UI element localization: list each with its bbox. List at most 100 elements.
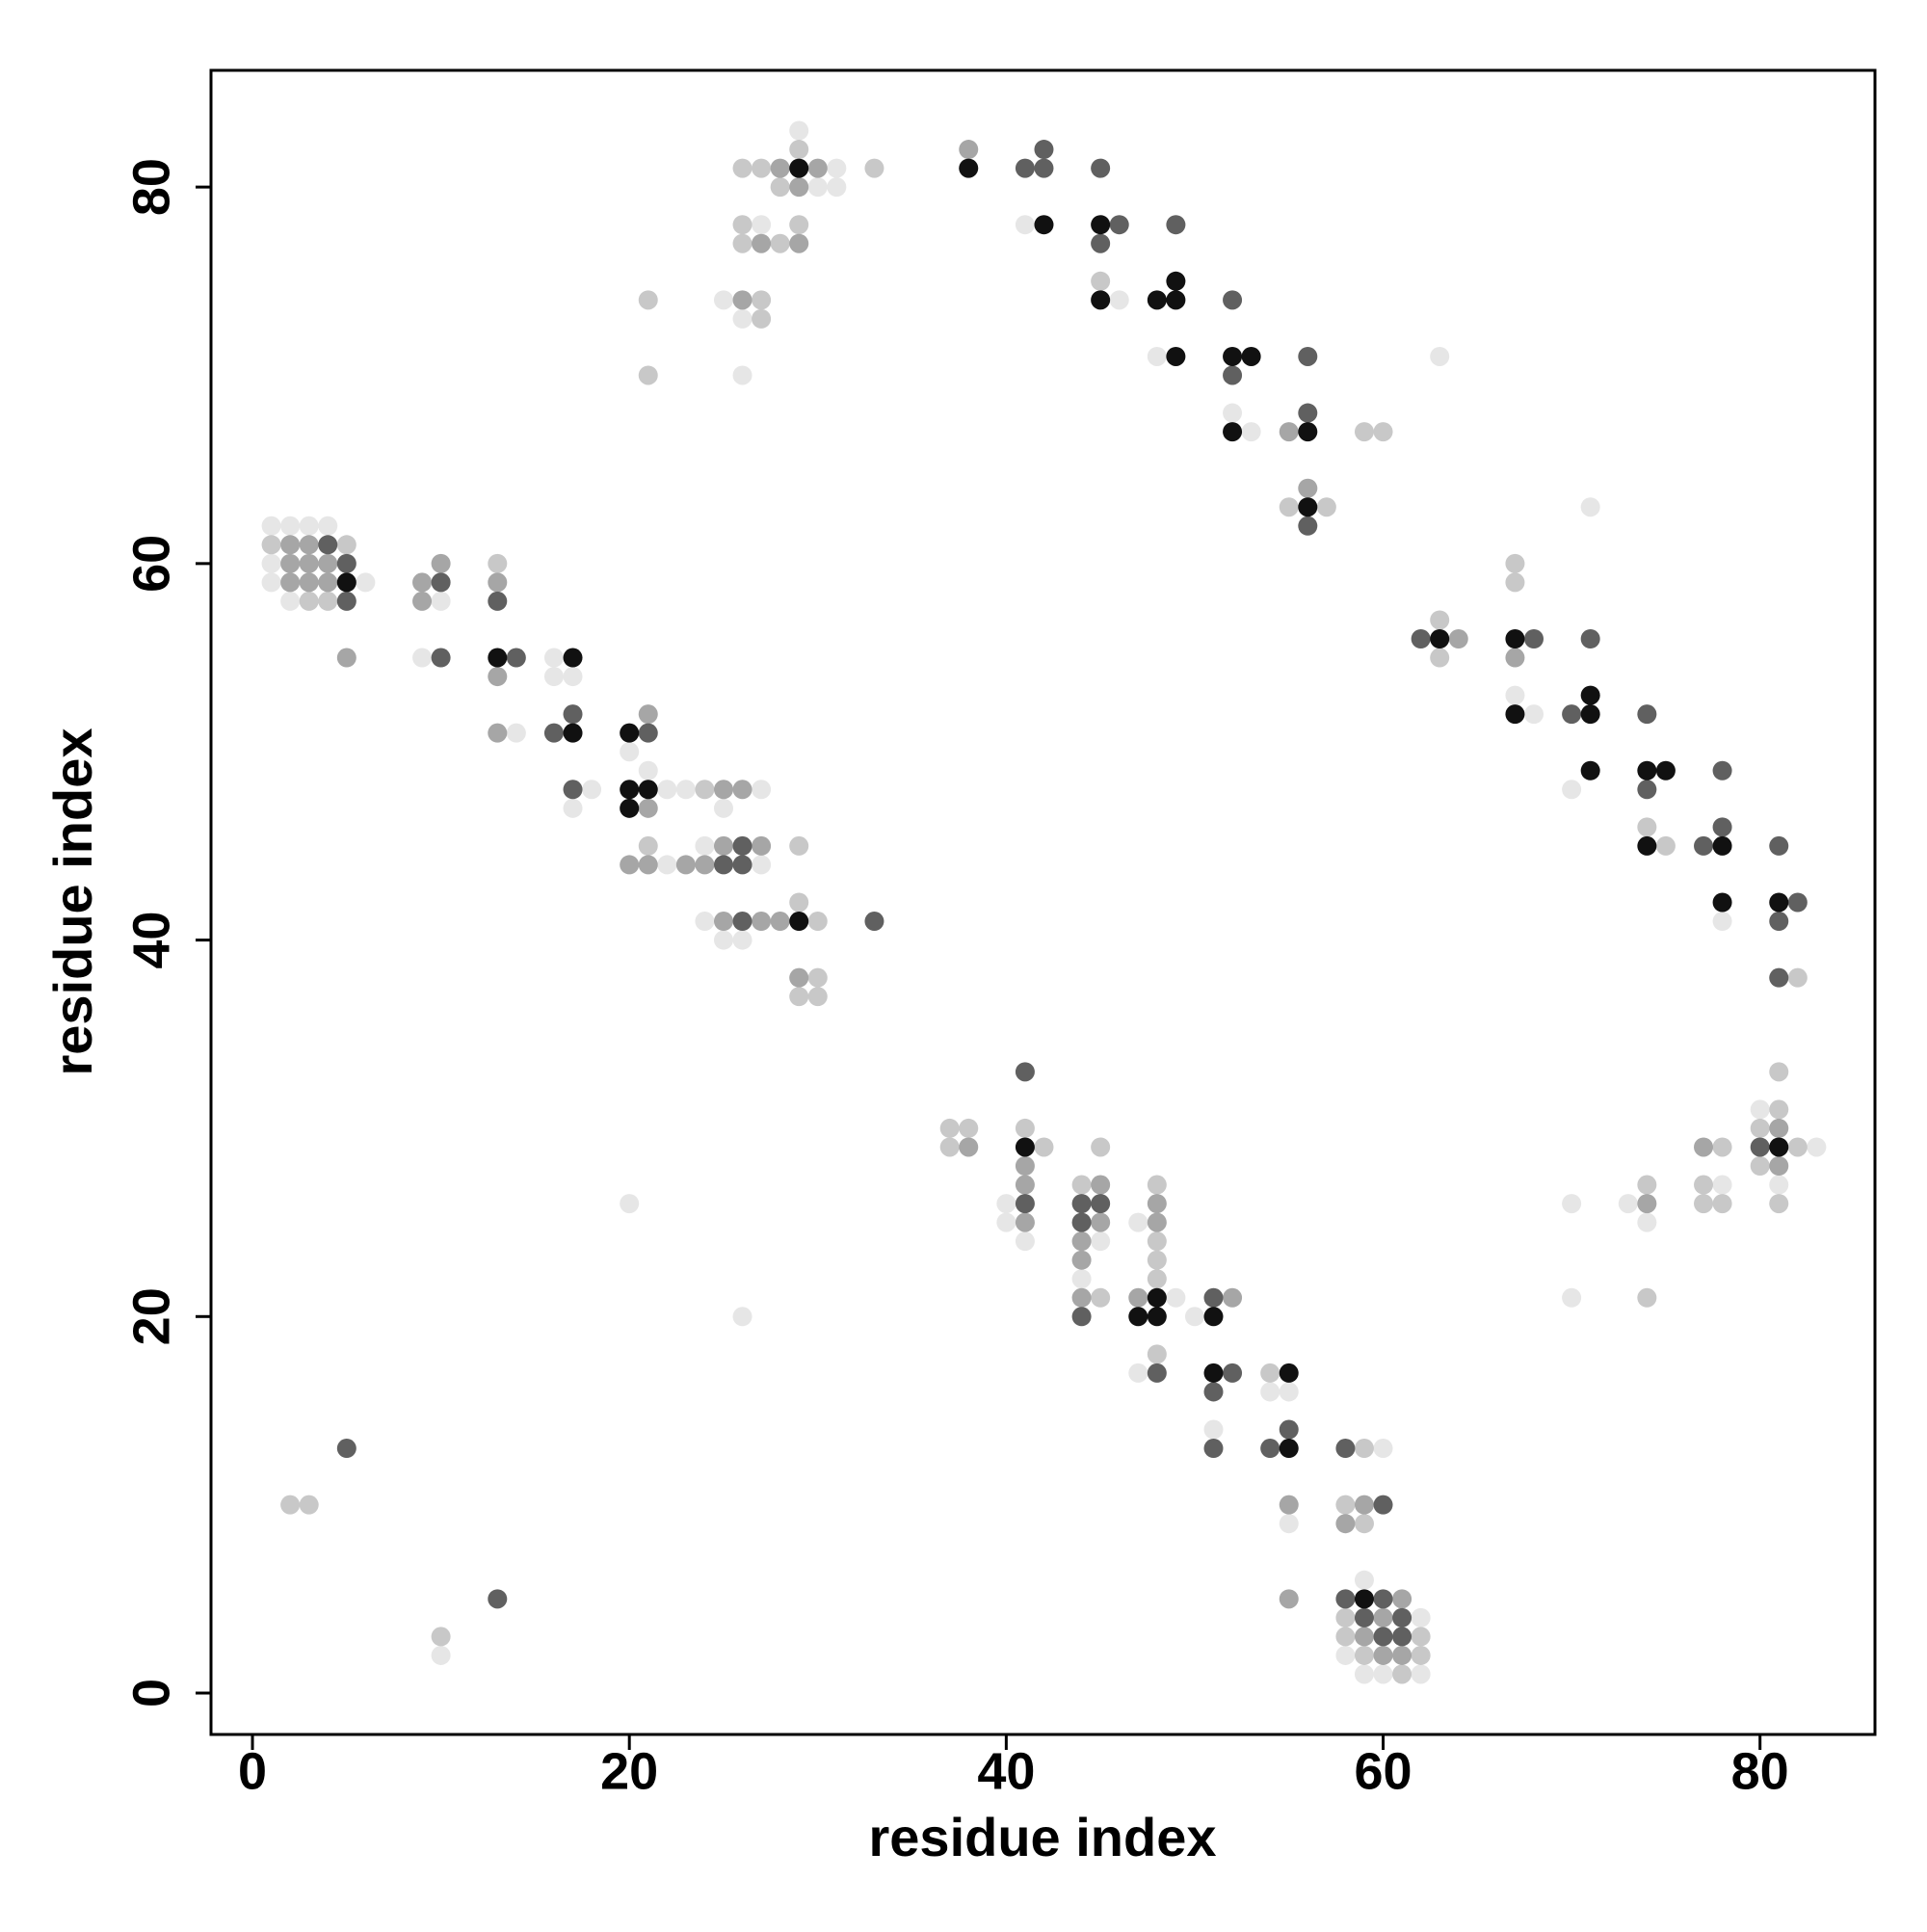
point <box>431 572 451 593</box>
point <box>1769 912 1789 932</box>
point <box>1354 1495 1374 1515</box>
point <box>789 177 809 198</box>
point <box>713 835 733 856</box>
point <box>1316 497 1336 517</box>
point <box>789 233 809 253</box>
point <box>1203 1307 1224 1327</box>
point <box>713 798 733 818</box>
point <box>1694 1175 1714 1195</box>
point <box>1787 967 1808 988</box>
point <box>1091 1137 1111 1157</box>
point <box>807 177 828 198</box>
point <box>620 780 640 800</box>
plot-frame <box>209 68 1877 1736</box>
point <box>1071 1212 1092 1232</box>
point <box>770 912 790 932</box>
point <box>1015 158 1035 178</box>
point <box>959 140 979 160</box>
point <box>1392 1664 1412 1684</box>
point <box>864 158 884 178</box>
point <box>1637 1287 1657 1308</box>
point <box>638 760 658 781</box>
point <box>1373 1495 1393 1515</box>
point <box>695 912 715 932</box>
point <box>1091 1287 1111 1308</box>
point <box>1373 1645 1393 1665</box>
point <box>1562 1194 1582 1214</box>
point <box>1637 780 1657 800</box>
point <box>1392 1627 1412 1647</box>
point <box>996 1194 1016 1214</box>
point <box>732 930 752 950</box>
point <box>864 912 884 932</box>
point <box>789 158 809 178</box>
y-tick-label: 60 <box>122 535 180 593</box>
x-tick-label: 40 <box>977 1742 1035 1800</box>
point <box>1354 422 1374 442</box>
point <box>1769 1062 1789 1082</box>
x-tick-label: 80 <box>1731 1742 1789 1800</box>
point <box>752 835 772 856</box>
point <box>1223 403 1243 423</box>
point <box>261 553 281 573</box>
point <box>1260 1382 1280 1402</box>
point <box>336 648 356 668</box>
point <box>1128 1287 1148 1308</box>
point <box>638 723 658 743</box>
point <box>752 780 772 800</box>
point <box>1712 1137 1732 1157</box>
point <box>1373 1439 1393 1459</box>
point <box>638 704 658 725</box>
point <box>488 1589 508 1609</box>
point <box>1128 1363 1148 1383</box>
point <box>1223 1287 1243 1308</box>
point <box>1354 1664 1374 1684</box>
point <box>1034 158 1054 178</box>
point <box>1580 760 1600 781</box>
point <box>1128 1307 1148 1327</box>
point <box>1279 1589 1299 1609</box>
point <box>1618 1194 1638 1214</box>
point <box>1279 497 1299 517</box>
point <box>1373 1589 1393 1609</box>
point <box>412 572 433 593</box>
point <box>807 967 828 988</box>
point <box>1279 1439 1299 1459</box>
point <box>1147 1194 1167 1214</box>
point <box>1769 1156 1789 1177</box>
point <box>1091 271 1111 291</box>
point <box>789 215 809 235</box>
point <box>1712 892 1732 913</box>
point <box>1034 1137 1054 1157</box>
point <box>299 516 319 536</box>
point <box>1354 1607 1374 1628</box>
point <box>1071 1250 1092 1270</box>
point <box>939 1137 960 1157</box>
point <box>488 667 508 687</box>
point <box>939 1118 960 1138</box>
point <box>1091 215 1111 235</box>
y-tick-label: 0 <box>122 1679 180 1707</box>
point <box>1015 1231 1035 1252</box>
point <box>318 591 338 611</box>
point <box>770 158 790 178</box>
point <box>1694 1194 1714 1214</box>
point <box>1071 1307 1092 1327</box>
point <box>336 1439 356 1459</box>
point <box>620 742 640 762</box>
point <box>638 365 658 385</box>
point <box>1655 760 1676 781</box>
point <box>1505 704 1525 725</box>
point <box>1279 1363 1299 1383</box>
point <box>1769 1118 1789 1138</box>
point <box>1562 704 1582 725</box>
point <box>1298 516 1318 536</box>
point <box>713 780 733 800</box>
point <box>1523 628 1544 648</box>
point <box>1562 1287 1582 1308</box>
point <box>959 1118 979 1138</box>
point <box>1071 1269 1092 1289</box>
point <box>1411 1627 1431 1647</box>
point <box>1392 1589 1412 1609</box>
point <box>1750 1137 1770 1157</box>
